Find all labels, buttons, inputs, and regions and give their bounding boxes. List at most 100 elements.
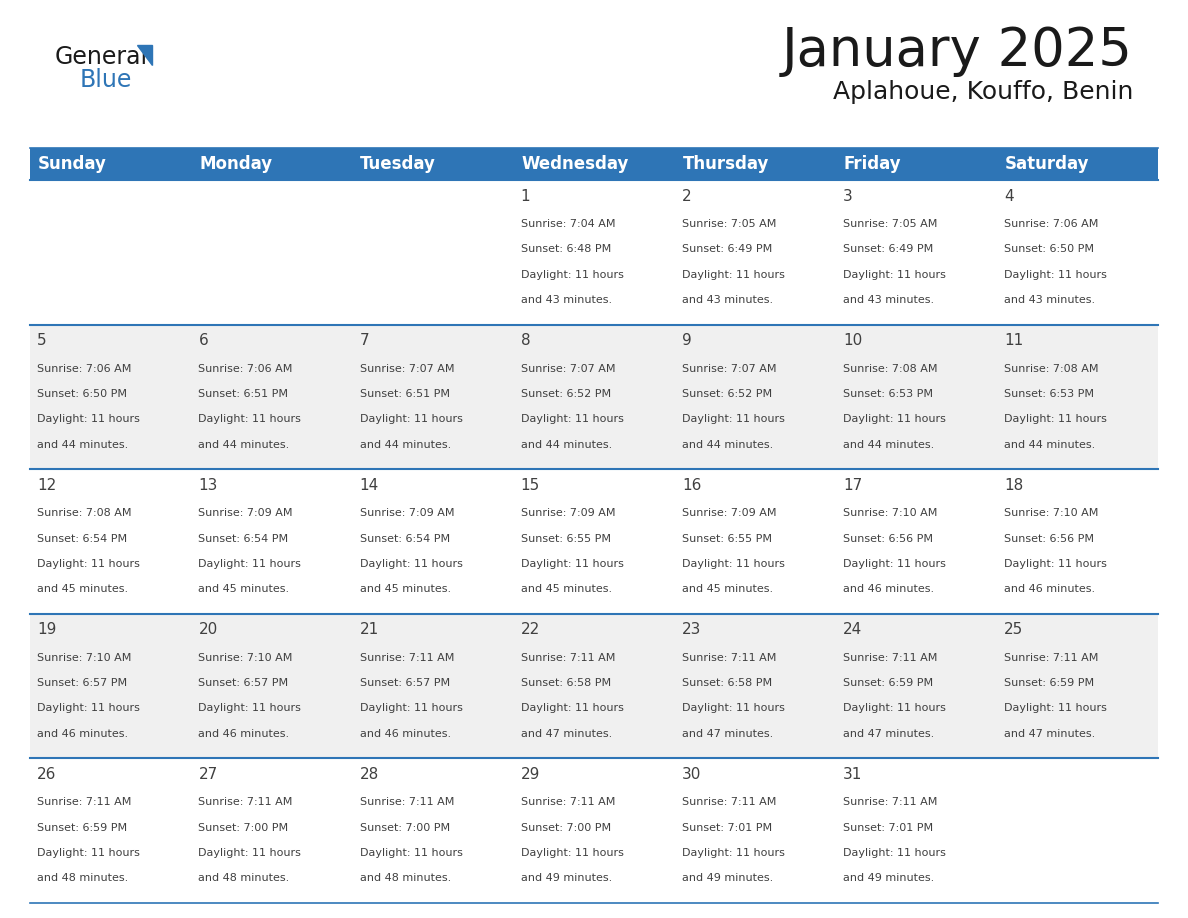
Text: and 47 minutes.: and 47 minutes. [682,729,773,739]
Text: and 43 minutes.: and 43 minutes. [682,295,773,305]
Text: Sunset: 7:00 PM: Sunset: 7:00 PM [198,823,289,833]
Text: Daylight: 11 hours: Daylight: 11 hours [520,270,624,280]
Text: Daylight: 11 hours: Daylight: 11 hours [1004,270,1107,280]
Text: Tuesday: Tuesday [360,155,436,173]
Text: 23: 23 [682,622,701,637]
Text: Sunset: 6:48 PM: Sunset: 6:48 PM [520,244,611,254]
FancyBboxPatch shape [675,758,835,903]
Text: Sunrise: 7:06 AM: Sunrise: 7:06 AM [198,364,292,374]
Text: Sunrise: 7:11 AM: Sunrise: 7:11 AM [37,798,132,808]
Text: Sunset: 6:51 PM: Sunset: 6:51 PM [360,389,449,399]
Text: 29: 29 [520,767,541,782]
FancyBboxPatch shape [353,180,513,325]
Text: 17: 17 [843,478,862,493]
FancyBboxPatch shape [997,148,1158,180]
Text: and 43 minutes.: and 43 minutes. [520,295,612,305]
Text: Sunset: 6:57 PM: Sunset: 6:57 PM [360,678,450,688]
Text: Sunset: 6:51 PM: Sunset: 6:51 PM [198,389,289,399]
Text: Sunrise: 7:05 AM: Sunrise: 7:05 AM [682,219,776,230]
Text: 11: 11 [1004,333,1023,348]
Text: Sunset: 6:55 PM: Sunset: 6:55 PM [520,533,611,543]
Text: 25: 25 [1004,622,1023,637]
Text: Sunrise: 7:05 AM: Sunrise: 7:05 AM [843,219,937,230]
Text: Sunrise: 7:10 AM: Sunrise: 7:10 AM [1004,509,1099,519]
FancyBboxPatch shape [30,469,191,614]
Text: Sunset: 6:58 PM: Sunset: 6:58 PM [520,678,611,688]
Text: and 47 minutes.: and 47 minutes. [520,729,612,739]
Text: and 45 minutes.: and 45 minutes. [198,584,290,594]
Text: 27: 27 [198,767,217,782]
Text: 24: 24 [843,622,862,637]
Text: 14: 14 [360,478,379,493]
Text: Daylight: 11 hours: Daylight: 11 hours [682,848,785,858]
Text: Daylight: 11 hours: Daylight: 11 hours [198,414,302,424]
Text: Daylight: 11 hours: Daylight: 11 hours [360,703,462,713]
FancyBboxPatch shape [30,325,191,469]
Text: Sunset: 6:56 PM: Sunset: 6:56 PM [843,533,933,543]
Text: 12: 12 [37,478,57,493]
Text: Sunset: 6:57 PM: Sunset: 6:57 PM [198,678,289,688]
Text: and 44 minutes.: and 44 minutes. [37,440,128,450]
Text: Sunrise: 7:11 AM: Sunrise: 7:11 AM [360,798,454,808]
Text: Sunrise: 7:07 AM: Sunrise: 7:07 AM [682,364,776,374]
Text: 30: 30 [682,767,701,782]
Text: and 48 minutes.: and 48 minutes. [198,873,290,883]
Text: Sunrise: 7:11 AM: Sunrise: 7:11 AM [520,653,615,663]
FancyBboxPatch shape [675,148,835,180]
Text: and 46 minutes.: and 46 minutes. [843,584,934,594]
FancyBboxPatch shape [30,148,191,180]
Text: Sunrise: 7:06 AM: Sunrise: 7:06 AM [1004,219,1099,230]
FancyBboxPatch shape [191,325,353,469]
Text: Sunday: Sunday [38,155,107,173]
Text: 15: 15 [520,478,539,493]
Text: Daylight: 11 hours: Daylight: 11 hours [360,559,462,569]
Text: and 43 minutes.: and 43 minutes. [1004,295,1095,305]
FancyBboxPatch shape [30,614,191,758]
Text: and 46 minutes.: and 46 minutes. [360,729,450,739]
Text: Monday: Monday [200,155,272,173]
FancyBboxPatch shape [191,469,353,614]
Text: and 44 minutes.: and 44 minutes. [198,440,290,450]
FancyBboxPatch shape [997,758,1158,903]
Text: 22: 22 [520,622,539,637]
Text: Wednesday: Wednesday [522,155,628,173]
Text: 1: 1 [520,189,530,204]
FancyBboxPatch shape [513,180,675,325]
Text: and 48 minutes.: and 48 minutes. [360,873,450,883]
Text: 5: 5 [37,333,46,348]
Text: and 47 minutes.: and 47 minutes. [1004,729,1095,739]
Text: Sunset: 6:56 PM: Sunset: 6:56 PM [1004,533,1094,543]
Text: and 44 minutes.: and 44 minutes. [1004,440,1095,450]
FancyBboxPatch shape [513,614,675,758]
FancyBboxPatch shape [835,325,997,469]
Text: Thursday: Thursday [683,155,769,173]
FancyBboxPatch shape [513,758,675,903]
FancyBboxPatch shape [835,758,997,903]
Text: Sunrise: 7:07 AM: Sunrise: 7:07 AM [360,364,454,374]
FancyBboxPatch shape [30,758,191,903]
Text: Daylight: 11 hours: Daylight: 11 hours [520,703,624,713]
FancyBboxPatch shape [513,469,675,614]
Text: and 49 minutes.: and 49 minutes. [843,873,934,883]
Text: Sunrise: 7:11 AM: Sunrise: 7:11 AM [198,798,292,808]
Text: Sunset: 7:00 PM: Sunset: 7:00 PM [360,823,450,833]
Text: Aplahoue, Kouffo, Benin: Aplahoue, Kouffo, Benin [833,80,1133,104]
Text: and 49 minutes.: and 49 minutes. [682,873,773,883]
FancyBboxPatch shape [997,614,1158,758]
Text: 16: 16 [682,478,701,493]
Text: 4: 4 [1004,189,1013,204]
Text: Daylight: 11 hours: Daylight: 11 hours [360,414,462,424]
Text: Sunrise: 7:10 AM: Sunrise: 7:10 AM [37,653,132,663]
FancyBboxPatch shape [835,469,997,614]
FancyBboxPatch shape [835,180,997,325]
FancyBboxPatch shape [997,325,1158,469]
Text: Daylight: 11 hours: Daylight: 11 hours [682,414,785,424]
Text: Sunset: 6:54 PM: Sunset: 6:54 PM [360,533,450,543]
Text: Daylight: 11 hours: Daylight: 11 hours [198,848,302,858]
FancyBboxPatch shape [191,180,353,325]
Text: Sunset: 6:54 PM: Sunset: 6:54 PM [198,533,289,543]
Text: and 46 minutes.: and 46 minutes. [198,729,290,739]
Text: and 47 minutes.: and 47 minutes. [843,729,934,739]
Text: Sunrise: 7:09 AM: Sunrise: 7:09 AM [682,509,776,519]
FancyBboxPatch shape [353,758,513,903]
